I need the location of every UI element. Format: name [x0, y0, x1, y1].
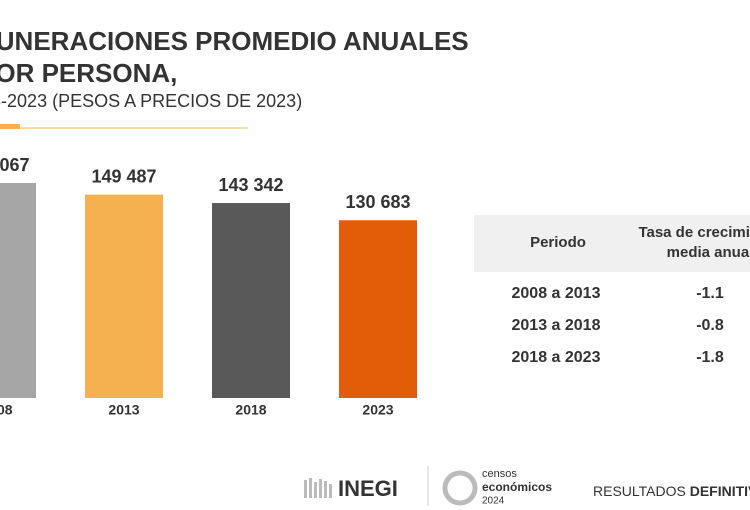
results-light: RESULTADOS [593, 483, 686, 499]
x-tick-label: 2008 [0, 402, 13, 418]
table-cell: -1.1 [696, 285, 724, 302]
table-header-bg [474, 215, 750, 272]
table-cell: 2018 a 2023 [512, 349, 601, 366]
logo: INEGI [338, 476, 398, 501]
bar-chart: 158 067 2008 149 487 2013 143 342 2018 130 683… [0, 155, 417, 418]
censos-icon [442, 470, 478, 506]
table-body: 2008 a 2013 -1.1 2013 a 2018 -0.8 2018 a 202… [512, 285, 724, 366]
value-label: 149 487 [91, 166, 156, 186]
divider-accent [0, 124, 20, 129]
footer: INEGI censos económicos 2024 RESULTADOS … [304, 466, 750, 507]
censos-text: 2024 [482, 496, 505, 507]
censos-text: censos [482, 468, 517, 480]
table-cell: 2008 a 2013 [512, 285, 601, 302]
x-tick-label: 2018 [235, 402, 266, 418]
results-bold: DEFINITIVOS [690, 483, 750, 499]
bar [212, 203, 290, 398]
table-header: Tasa de crecimiento media anual [638, 224, 750, 261]
x-tick-label: 2013 [108, 402, 139, 418]
bar [85, 194, 163, 398]
title: POR PERSONA, [0, 58, 177, 88]
value-label: 158 067 [0, 155, 30, 175]
table-cell: -1.8 [696, 349, 724, 366]
value-label: 143 342 [218, 175, 283, 195]
censos-text: económicos [482, 480, 552, 494]
results-text: RESULTADOS DEFINITIVOS [593, 483, 750, 499]
subtitle: 2008-2023 (PESOS A PRECIOS DE 2023) [0, 91, 302, 111]
x-tick-label: 2023 [362, 402, 393, 418]
table-cell: -0.8 [696, 317, 724, 334]
table-cell: 2013 a 2018 [512, 317, 601, 334]
bar [339, 220, 417, 398]
table-header-wrap: Tasa de crecimiento media anual [638, 224, 750, 261]
value-label: 130 683 [345, 192, 410, 212]
title: REMUNERACIONES PROMEDIO ANUALES [0, 26, 469, 56]
bar [0, 183, 36, 398]
table-header: Periodo [530, 234, 586, 251]
inegi-icon [304, 478, 332, 498]
